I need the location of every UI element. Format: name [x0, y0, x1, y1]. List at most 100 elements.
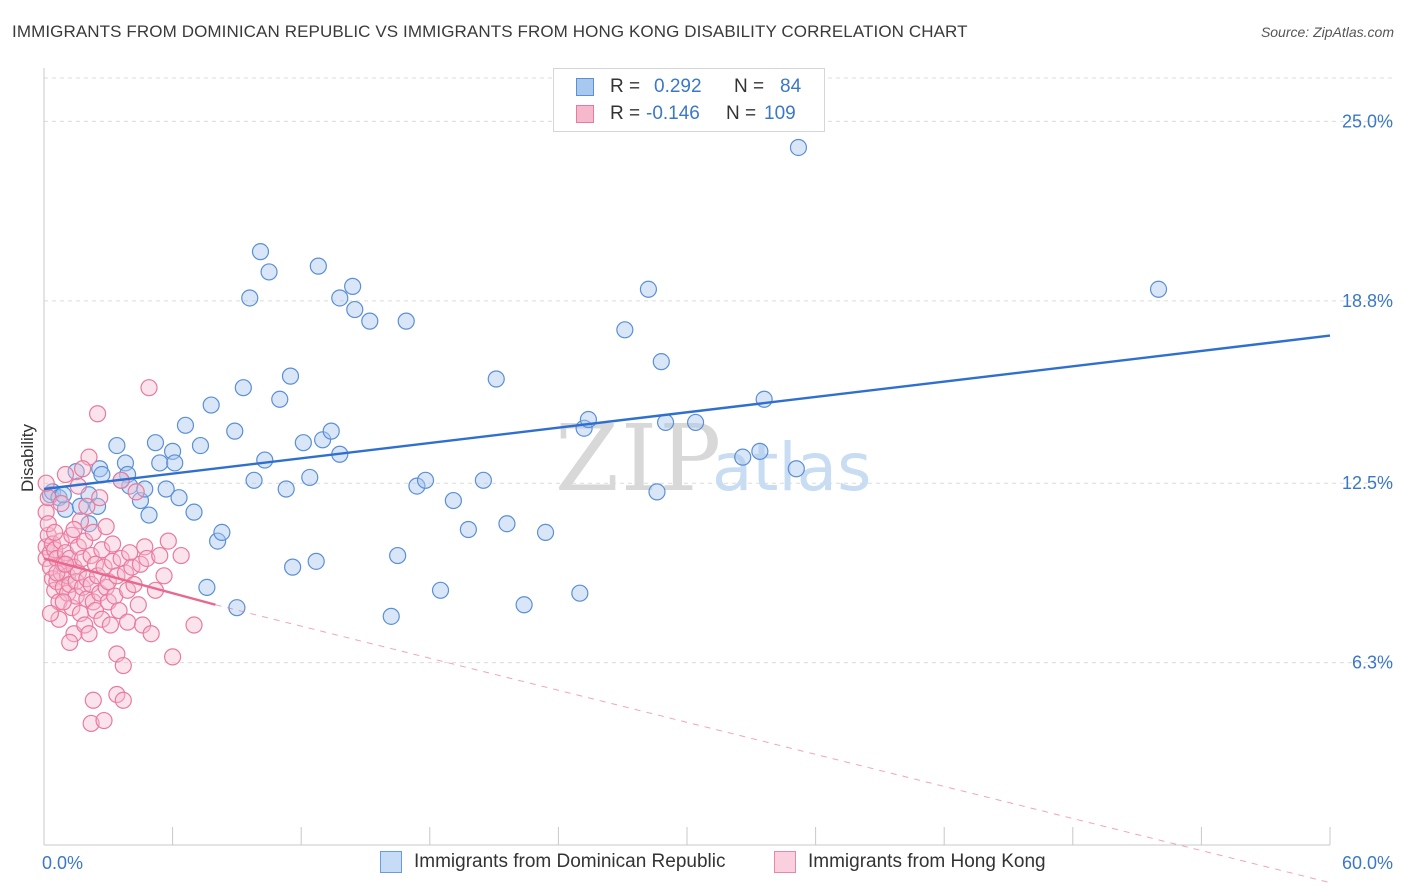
legend-n-value: 84	[780, 76, 802, 97]
x-tick-label: 0.0%	[42, 853, 83, 873]
data-point-hong-kong	[48, 573, 66, 591]
data-point-dominican-republic	[71, 497, 90, 515]
data-point-dominican-republic	[314, 431, 332, 449]
series-dominican-republic	[41, 138, 1168, 625]
data-point-dominican-republic	[284, 558, 302, 576]
data-point-hong-kong	[108, 685, 126, 704]
chart-title: IMMIGRANTS FROM DOMINICAN REPUBLIC VS IM…	[12, 22, 968, 41]
data-point-dominican-republic	[226, 422, 244, 440]
data-point-hong-kong	[114, 691, 132, 709]
tick-labels: 6.3% 12.5% 18.8% 25.0% 0.0% 60.0%	[42, 111, 1393, 873]
data-point-dominican-republic	[408, 477, 426, 495]
y-tick-label: 25.0%	[1342, 111, 1393, 131]
watermark-atlas: atlas	[712, 429, 872, 506]
data-point-hong-kong	[86, 601, 105, 620]
data-point-hong-kong	[114, 656, 132, 675]
data-point-dominican-republic	[487, 370, 505, 388]
data-point-dominican-republic	[301, 468, 319, 487]
y-axis-label: Disability	[18, 423, 37, 492]
trend-line-dominican-republic	[43, 334, 1331, 491]
data-point-dominican-republic	[228, 599, 246, 617]
data-point-dominican-republic	[789, 138, 808, 157]
data-point-hong-kong	[76, 532, 94, 550]
data-point-hong-kong	[82, 714, 100, 733]
data-point-dominican-republic	[1149, 280, 1168, 298]
legend-row-blue: R = 0.292 N = 84	[576, 74, 801, 100]
data-point-hong-kong	[118, 613, 137, 631]
y-tick-label: 6.3%	[1352, 653, 1393, 673]
legend-swatch-pink	[774, 851, 796, 873]
data-point-dominican-republic	[170, 489, 188, 507]
legend-label: Immigrants from Hong Kong	[808, 851, 1046, 872]
series-legend: Immigrants from Dominican Republic Immig…	[0, 851, 1406, 879]
data-point-dominican-republic	[241, 289, 259, 307]
data-point-hong-kong	[93, 610, 111, 628]
data-point-dominican-republic	[639, 280, 658, 298]
data-point-hong-kong	[91, 489, 109, 507]
data-point-hong-kong	[41, 604, 60, 623]
data-point-hong-kong	[101, 616, 120, 634]
source-label: Source: ZipAtlas.com	[1260, 24, 1394, 40]
data-point-hong-kong	[80, 625, 98, 643]
legend-swatch-blue	[380, 851, 402, 873]
data-point-dominican-republic	[307, 552, 325, 570]
legend-n-value: 109	[764, 103, 796, 124]
data-point-hong-kong	[110, 601, 128, 620]
data-point-hong-kong	[95, 711, 113, 730]
data-point-hong-kong	[39, 515, 57, 533]
grid-lines	[44, 77, 1392, 664]
data-point-hong-kong	[155, 567, 173, 585]
data-point-dominican-republic	[234, 379, 252, 397]
data-point-dominican-republic	[459, 520, 477, 539]
data-point-hong-kong	[61, 633, 79, 651]
legend-swatch-pink	[576, 105, 594, 123]
axes	[43, 68, 1331, 846]
data-point-dominican-republic	[474, 471, 492, 489]
data-point-dominican-republic	[309, 257, 327, 275]
data-point-hong-kong	[172, 546, 190, 565]
data-point-hong-kong	[88, 405, 107, 423]
legend-r-value: -0.146	[646, 103, 700, 124]
legend-r-value: 0.292	[654, 76, 702, 97]
data-point-dominican-republic	[361, 312, 379, 330]
data-point-dominican-republic	[198, 578, 216, 597]
data-point-hong-kong	[48, 564, 66, 582]
data-point-hong-kong	[131, 555, 150, 573]
data-point-hong-kong	[54, 593, 72, 611]
data-point-hong-kong	[142, 625, 160, 643]
data-point-dominican-republic	[515, 596, 533, 614]
data-point-hong-kong	[140, 379, 158, 397]
data-point-dominican-republic	[787, 460, 805, 478]
data-point-dominican-republic	[389, 546, 407, 565]
legend-r-label: R =	[610, 76, 641, 97]
data-point-hong-kong	[76, 616, 94, 634]
data-point-hong-kong	[185, 616, 203, 634]
data-point-hong-kong	[129, 596, 147, 614]
data-point-dominican-republic	[146, 434, 165, 452]
data-point-dominican-republic	[185, 503, 203, 521]
data-point-dominican-republic	[652, 353, 670, 371]
data-point-hong-kong	[159, 532, 177, 550]
data-point-dominican-republic	[571, 584, 589, 602]
data-point-hong-kong	[84, 691, 102, 709]
data-point-dominican-republic	[322, 422, 340, 440]
data-point-hong-kong	[127, 483, 145, 501]
data-point-hong-kong	[73, 460, 92, 478]
legend-label: Immigrants from Dominican Republic	[414, 851, 726, 872]
data-point-hong-kong	[121, 544, 139, 562]
watermark-zip: ZIP	[555, 405, 723, 512]
data-point-dominican-republic	[734, 448, 752, 466]
data-point-dominican-republic	[213, 523, 231, 542]
data-point-hong-kong	[103, 535, 122, 553]
data-point-dominican-republic	[686, 413, 705, 432]
data-point-dominican-republic	[751, 442, 769, 460]
data-point-hong-kong	[56, 465, 75, 484]
data-point-dominican-republic	[271, 390, 289, 408]
data-point-dominican-republic	[616, 321, 634, 339]
data-point-hong-kong	[138, 549, 156, 568]
data-point-dominican-republic	[656, 413, 675, 432]
trend-line-hong-kong-extension	[215, 604, 1331, 884]
data-point-dominican-republic	[444, 491, 462, 510]
legend-item-dominican-republic: Immigrants from Dominican Republic	[380, 851, 726, 873]
